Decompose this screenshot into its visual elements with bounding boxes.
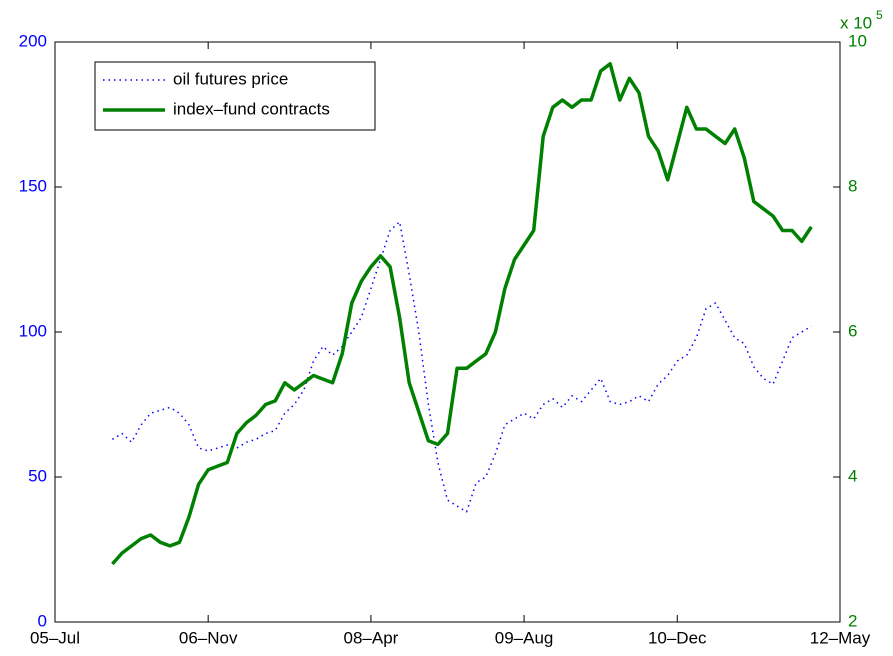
legend-label: oil futures price — [173, 69, 288, 88]
x-tick-label: 05–Jul — [30, 628, 80, 647]
y2-tick-label: 10 — [848, 31, 867, 50]
y-tick-label: 100 — [19, 321, 47, 340]
x-tick-label: 10–Dec — [648, 628, 707, 647]
y2-tick-label: 8 — [848, 176, 857, 195]
y-tick-label: 150 — [19, 176, 47, 195]
x-tick-label: 09–Aug — [495, 628, 554, 647]
x-tick-label: 08–Apr — [344, 628, 399, 647]
y2-multiplier: x 10 — [840, 13, 872, 32]
y2-tick-label: 4 — [848, 466, 857, 485]
y-tick-label: 200 — [19, 31, 47, 50]
series-line — [112, 221, 812, 513]
legend-label: index–fund contracts — [173, 99, 330, 118]
y-tick-label: 50 — [28, 466, 47, 485]
y2-tick-label: 6 — [848, 321, 857, 340]
x-tick-label: 06–Nov — [179, 628, 238, 647]
x-tick-label: 12–May — [810, 628, 871, 647]
y-tick-label: 0 — [38, 611, 47, 630]
series-line — [111, 62, 813, 566]
y2-multiplier-exponent: 5 — [876, 8, 883, 22]
legend: oil futures price index–fund contracts — [94, 61, 376, 131]
y2-tick-label: 2 — [848, 611, 857, 630]
legend-box — [94, 61, 376, 131]
